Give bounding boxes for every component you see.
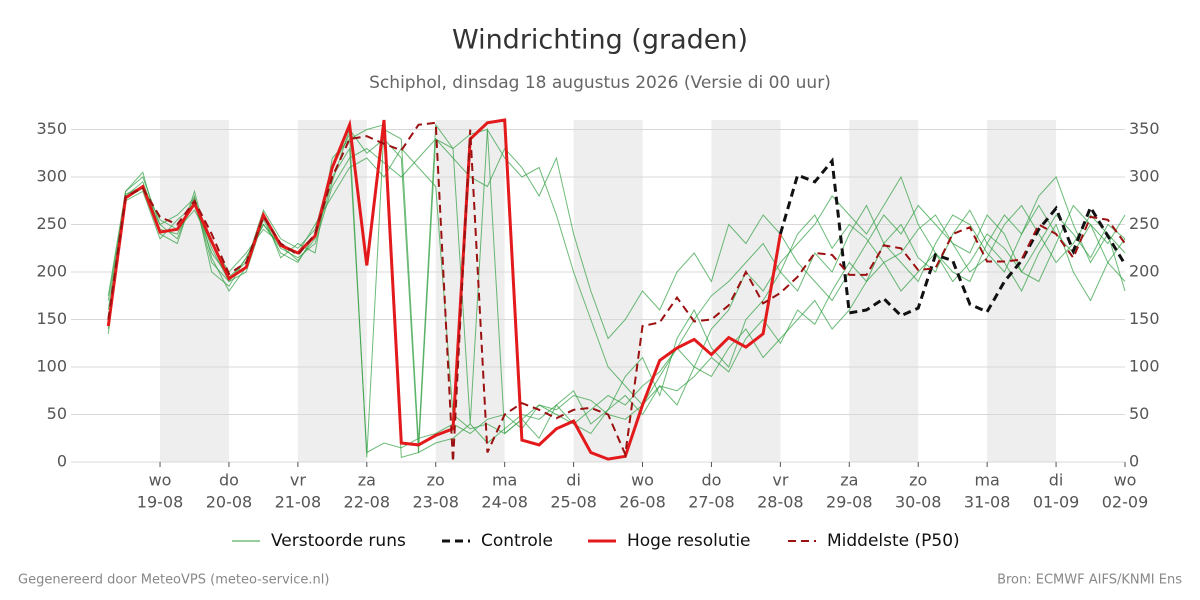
- ensemble-line: [107, 124, 1126, 458]
- x-tick-label: wo: [1114, 471, 1137, 490]
- y2-tick-label: 250: [1129, 214, 1160, 233]
- y2-tick-label: 300: [1129, 167, 1160, 186]
- legend-label: Hoge resolutie: [627, 531, 751, 551]
- x-tick-date: 01-09: [1033, 493, 1080, 512]
- y2-tick-label: 50: [1129, 404, 1149, 423]
- legend-label: Middelste (P50): [827, 531, 960, 551]
- x-tick-label: zo: [427, 471, 445, 490]
- x-tick-label: di: [566, 471, 581, 490]
- x-tick-date: 26-08: [619, 493, 666, 512]
- legend-label: Controle: [481, 531, 553, 551]
- x-tick-label: wo: [149, 471, 172, 490]
- x-tick-date: 02-09: [1102, 493, 1149, 512]
- x-tick-label: vr: [290, 471, 306, 490]
- x-tick-date: 31-08: [964, 493, 1011, 512]
- y-tick-label: 0: [57, 452, 67, 471]
- x-tick-label: do: [701, 471, 721, 490]
- x-tick-label: zo: [909, 471, 927, 490]
- x-tick-label: za: [840, 471, 858, 490]
- x-tick-label: ma: [492, 471, 517, 490]
- chart-title: Windrichting (graden): [452, 25, 748, 56]
- x-tick-date: 28-08: [757, 493, 804, 512]
- x-tick-label: wo: [631, 471, 654, 490]
- x-tick-date: 24-08: [481, 493, 528, 512]
- x-tick-date: 19-08: [137, 493, 184, 512]
- day-shade: [160, 120, 229, 462]
- legend-label: Verstoorde runs: [271, 531, 406, 551]
- legend: Verstoorde runs Controle Hoge resolutie Mid…: [232, 531, 960, 551]
- footer-left: Gegenereerd door MeteoVPS (meteo-service…: [18, 573, 329, 588]
- y2-tick-label: 200: [1129, 262, 1160, 281]
- x-tick-date: 21-08: [275, 493, 322, 512]
- y2-tick-label: 350: [1129, 119, 1160, 138]
- footer-right: Bron: ECMWF AIFS/KNMI Ens: [997, 573, 1182, 588]
- ensemble-line: [107, 146, 1126, 454]
- day-shade: [849, 120, 919, 462]
- x-tick-date: 20-08: [206, 493, 253, 512]
- series-line: [107, 121, 1126, 463]
- y-tick-label: 300: [36, 167, 67, 186]
- y-tick-label: 250: [36, 214, 67, 233]
- ensemble-line: [107, 123, 1126, 458]
- y2-tick-label: 150: [1129, 309, 1160, 328]
- x-tick-date: 29-08: [826, 493, 873, 512]
- y2-tick-label: 100: [1129, 357, 1160, 376]
- x-tick-date: 27-08: [688, 493, 735, 512]
- x-tick-label: ma: [974, 471, 999, 490]
- y-tick-label: 350: [36, 119, 67, 138]
- y-tick-label: 50: [47, 404, 67, 423]
- x-tick-date: 25-08: [550, 493, 597, 512]
- x-tick-date: 30-08: [895, 493, 942, 512]
- x-tick-date: 23-08: [412, 493, 459, 512]
- x-tick-label: za: [358, 471, 376, 490]
- y-tick-label: 200: [36, 262, 67, 281]
- x-tick-date: 22-08: [344, 493, 391, 512]
- series-line: [106, 118, 782, 461]
- x-tick-label: do: [219, 471, 239, 490]
- y-tick-label: 150: [36, 309, 67, 328]
- chart-subtitle: Schiphol, dinsdag 18 augustus 2026 (Vers…: [369, 73, 831, 93]
- x-tick-label: vr: [772, 471, 788, 490]
- y2-tick-label: 0: [1129, 452, 1139, 471]
- series-line: [778, 157, 1127, 318]
- ensemble-line: [107, 128, 1126, 435]
- x-tick-label: di: [1049, 471, 1064, 490]
- y-tick-label: 100: [36, 357, 67, 376]
